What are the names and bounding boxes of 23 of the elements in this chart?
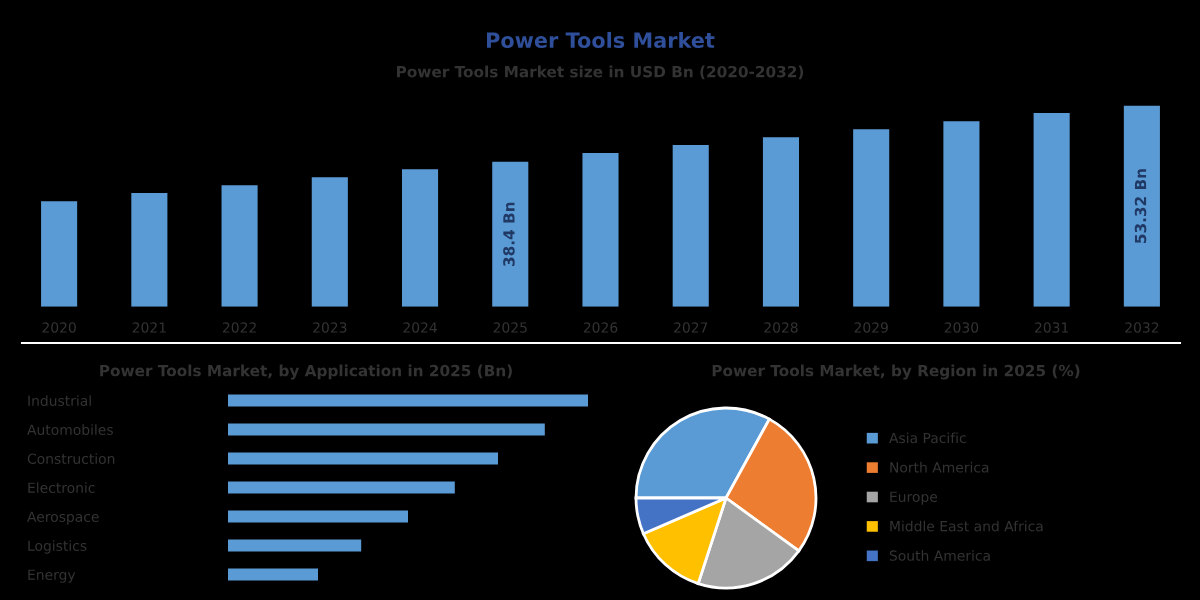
bar <box>1123 105 1160 307</box>
chart-title: Power Tools Market <box>487 31 715 49</box>
bar <box>672 145 709 307</box>
data-label: 53.32 Bn <box>1134 169 1147 243</box>
bar <box>853 129 890 307</box>
bar <box>228 481 455 494</box>
bar <box>228 423 545 436</box>
bar <box>311 177 348 307</box>
bar <box>221 185 258 307</box>
bar <box>492 161 529 307</box>
bar <box>228 394 588 407</box>
bar <box>401 169 439 307</box>
bar <box>131 193 168 307</box>
bar <box>41 201 78 307</box>
bar <box>1033 113 1070 307</box>
bar <box>762 137 800 307</box>
data-label: 38.4 Bn <box>503 202 515 266</box>
bar <box>228 452 498 465</box>
bar <box>582 153 619 307</box>
bar <box>228 510 408 523</box>
bar <box>943 121 980 307</box>
bar <box>228 568 318 581</box>
bar <box>228 539 362 552</box>
